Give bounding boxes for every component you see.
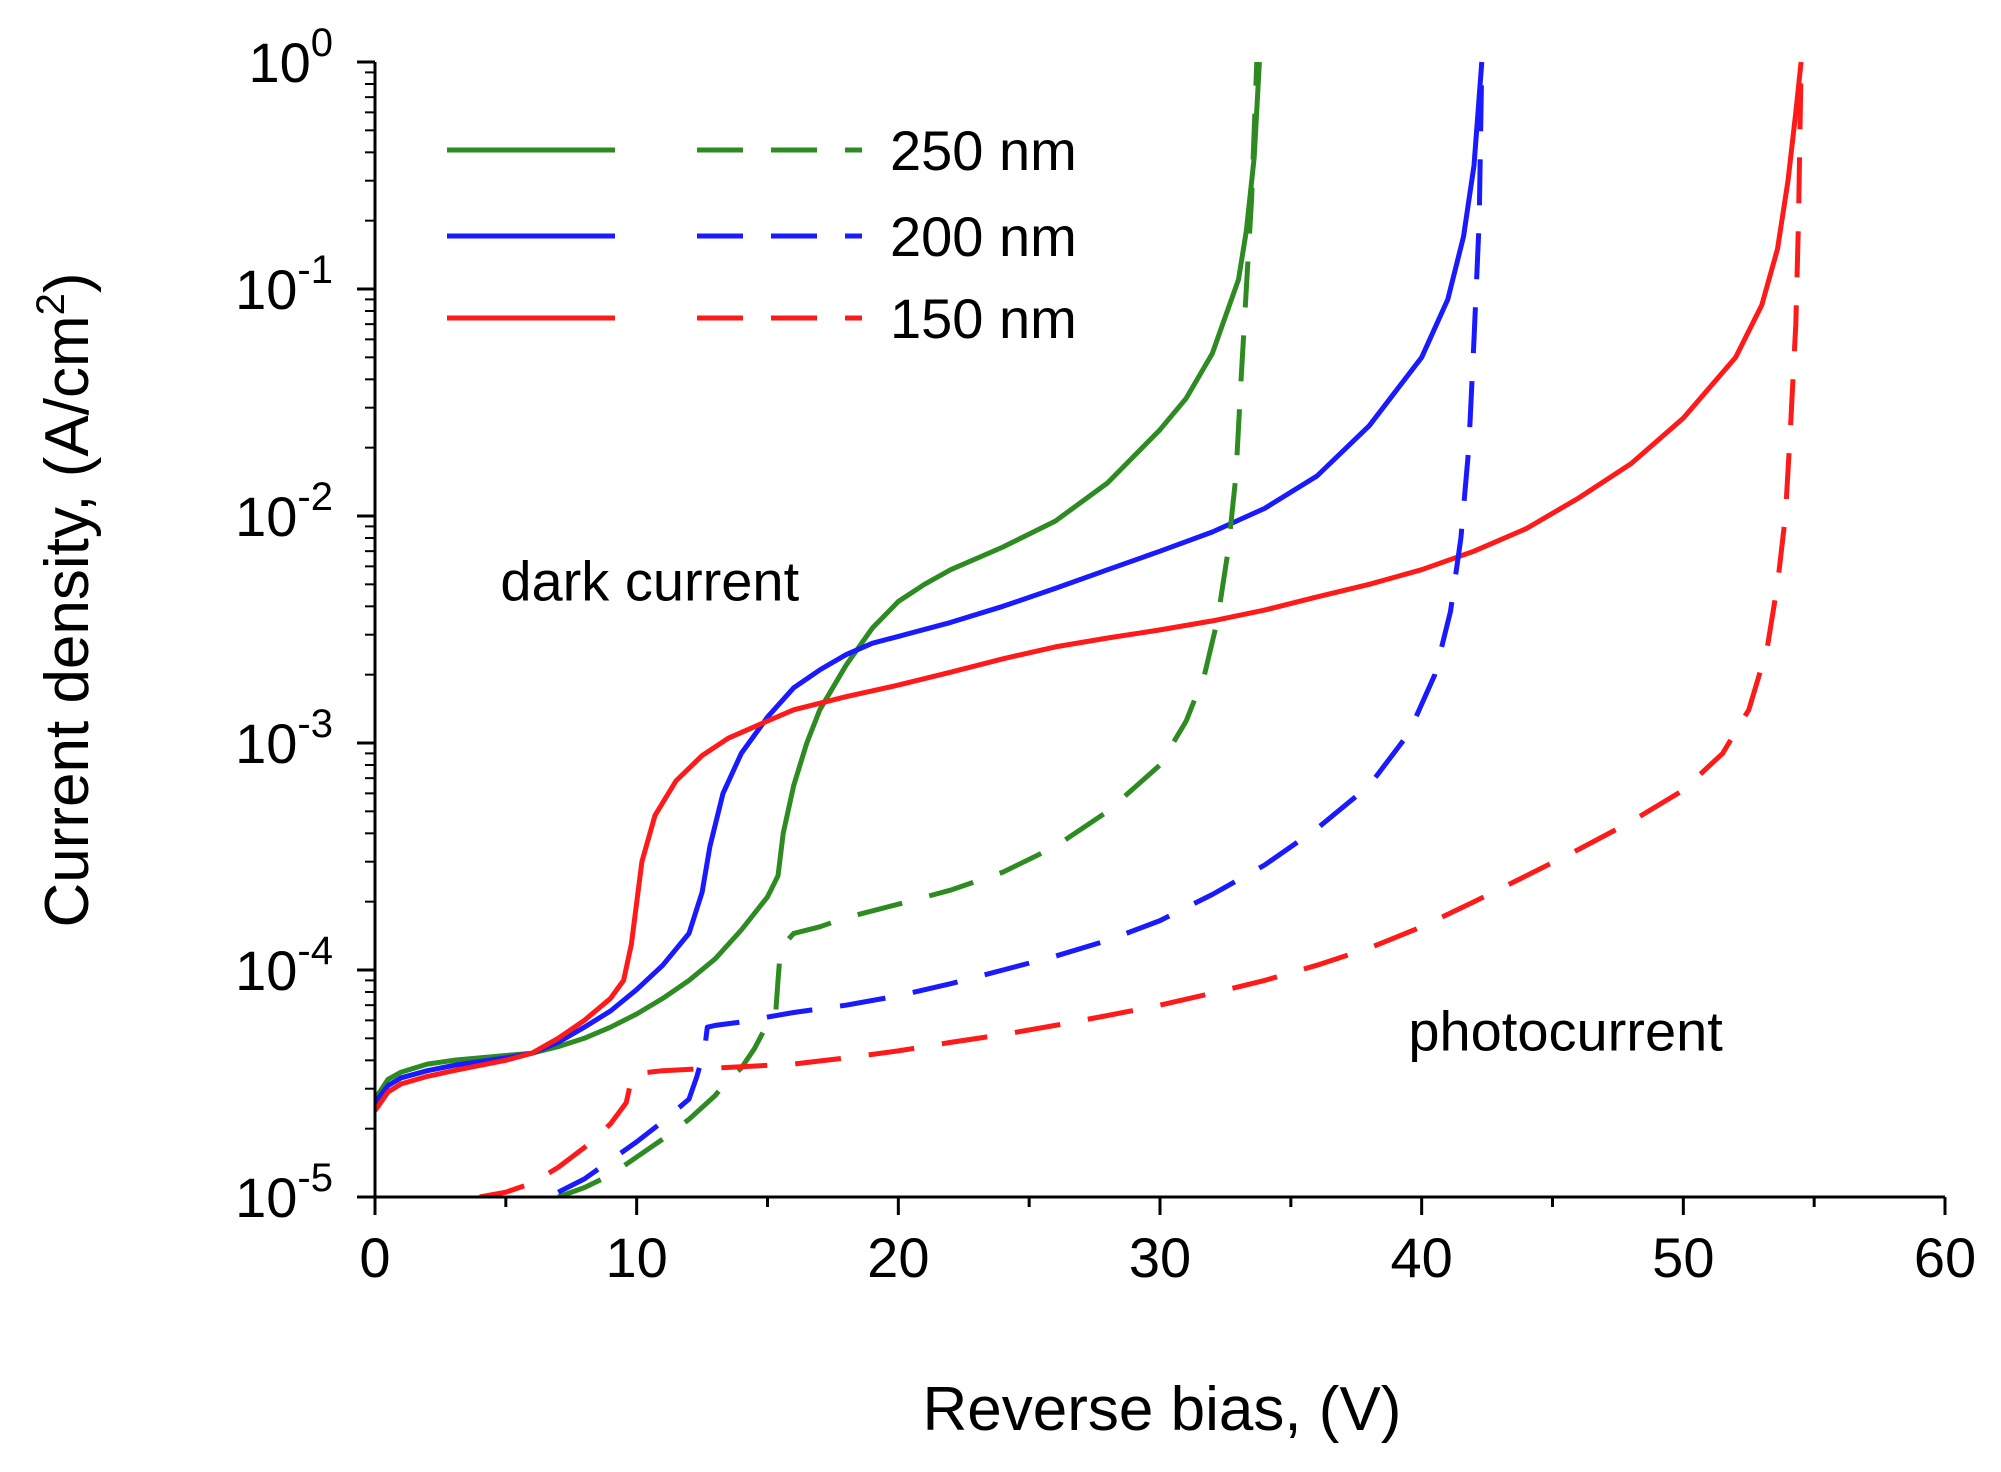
series-line-dark-150-nm [375, 61, 1804, 1113]
annotation-label: photocurrent [1408, 1000, 1723, 1063]
plot-curves [375, 61, 1804, 1197]
y-axis-title-close: ) [33, 272, 102, 293]
y-tick-label: 10-2 [235, 475, 333, 548]
y-tick-base: 10 [248, 31, 310, 94]
y-tick-base: 10 [235, 1166, 297, 1229]
legend-label: 200 nm [890, 205, 1077, 268]
x-tick-label: 40 [1391, 1226, 1453, 1289]
y-tick-base: 10 [235, 258, 297, 321]
annotation-label: dark current [500, 549, 799, 612]
y-tick-exponent: -1 [297, 248, 333, 292]
x-axis-title: Reverse bias, (V) [923, 1375, 1402, 1444]
y-tick-label: 10-1 [235, 248, 333, 321]
y-tick-exponent: -2 [297, 475, 333, 519]
y-tick-exponent: 0 [311, 21, 333, 65]
series-line-photo-250-nm [557, 61, 1260, 1197]
y-tick-label: 10-3 [235, 702, 333, 775]
y-axis-title: Current density, (A/cm2) [29, 272, 102, 927]
x-tick-label: 20 [867, 1226, 929, 1289]
x-tick-label: 10 [606, 1226, 668, 1289]
y-tick-exponent: -5 [297, 1156, 333, 1200]
x-tick-label: 30 [1129, 1226, 1191, 1289]
y-axis-title-superscript: 2 [29, 293, 73, 315]
x-tick-label: 60 [1914, 1226, 1976, 1289]
y-tick-exponent: -3 [297, 702, 333, 746]
series-line-photo-200-nm [557, 61, 1485, 1195]
annotations: dark current photocurrent [500, 549, 1723, 1062]
y-tick-base: 10 [235, 485, 297, 548]
x-tick-label: 0 [359, 1226, 390, 1289]
y-tick-label: 100 [248, 21, 333, 94]
y-tick-base: 10 [235, 712, 297, 775]
x-tick-label: 50 [1652, 1226, 1714, 1289]
y-tick-label: 10-4 [235, 929, 333, 1002]
y-tick-base: 10 [235, 939, 297, 1002]
legend: 250 nm 200 nm 150 nm [447, 119, 1077, 350]
legend-label: 150 nm [890, 287, 1077, 350]
series-line-photo-150-nm [479, 61, 1804, 1197]
y-tick-label: 10-5 [235, 1156, 333, 1229]
y-tick-exponent: -4 [297, 929, 333, 973]
legend-label: 250 nm [890, 119, 1077, 182]
y-axis-title-main: Current density, (A/cm [33, 315, 102, 927]
